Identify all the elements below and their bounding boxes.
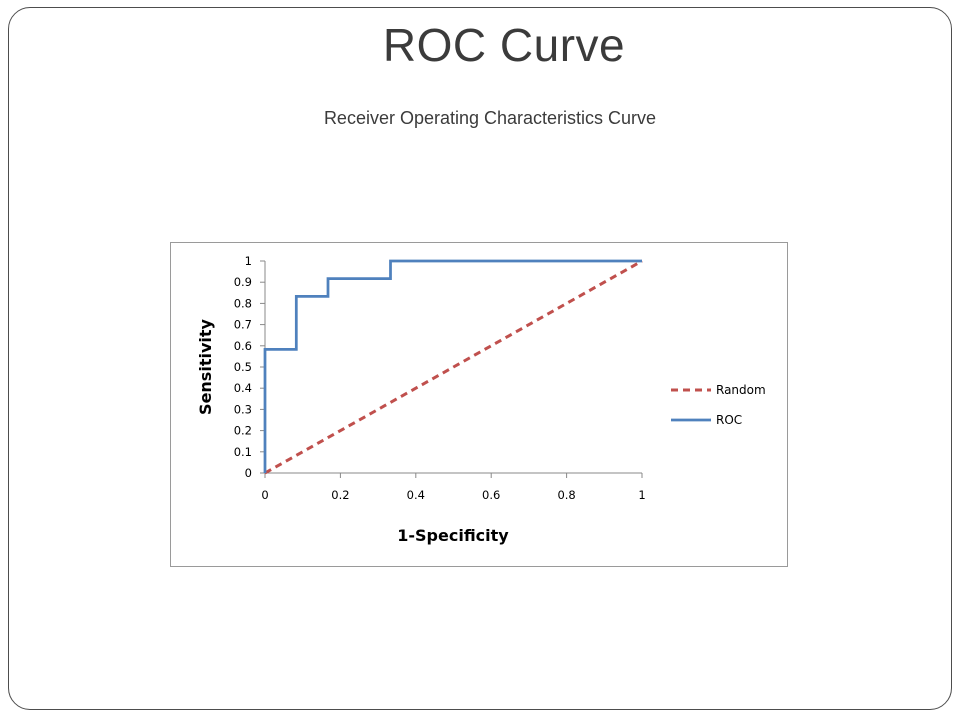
y-tick-label: 0.7 bbox=[234, 318, 252, 332]
axes-layer: 0 0.1 0.2 0.3 0.4 0.5 0.6 0.7 0.8 0.9 1 0 0.2 0.4 0.6 0… bbox=[234, 254, 646, 502]
y-tick-label: 0.5 bbox=[234, 360, 252, 374]
legend-layer: Random ROC bbox=[671, 383, 766, 427]
series-line-random bbox=[264, 259, 643, 475]
x-tick-label: 0.2 bbox=[331, 488, 349, 502]
y-tick-label: 0 bbox=[245, 466, 252, 480]
y-tick-label: 1 bbox=[245, 254, 252, 268]
slide-subtitle: Receiver Operating Characteristics Curve bbox=[323, 108, 657, 128]
series-line-roc bbox=[263, 259, 642, 473]
y-tick-label: 0.4 bbox=[234, 381, 252, 395]
y-tick-label: 0.9 bbox=[234, 275, 252, 289]
x-axis-title: 1-Specificity bbox=[397, 526, 509, 545]
y-axis-title: Sensitivity bbox=[196, 318, 215, 414]
chart-container: 0 0.1 0.2 0.3 0.4 0.5 0.6 0.7 0.8 0.9 1 0 0.2 0.4 0.6 0… bbox=[170, 242, 788, 567]
y-tick-label: 0.3 bbox=[234, 402, 252, 416]
legend-label-random: Random bbox=[716, 383, 766, 397]
x-tick-label: 0.6 bbox=[482, 488, 500, 502]
y-tick-label: 0.6 bbox=[234, 339, 252, 353]
x-tick-label: 0 bbox=[261, 488, 268, 502]
roc-chart: 0 0.1 0.2 0.3 0.4 0.5 0.6 0.7 0.8 0.9 1 0 0.2 0.4 0.6 0… bbox=[196, 254, 766, 545]
x-tick-label: 0.4 bbox=[407, 488, 425, 502]
y-tick-label: 0.2 bbox=[234, 424, 252, 438]
x-tick-label: 0.8 bbox=[557, 488, 575, 502]
legend-label-roc: ROC bbox=[716, 413, 742, 427]
series-layer bbox=[263, 259, 643, 475]
y-tick-label: 0.8 bbox=[234, 296, 252, 310]
y-tick-label: 0.1 bbox=[234, 445, 252, 459]
slide-title: ROC Curve bbox=[382, 19, 626, 71]
x-tick-label: 1 bbox=[638, 488, 645, 502]
